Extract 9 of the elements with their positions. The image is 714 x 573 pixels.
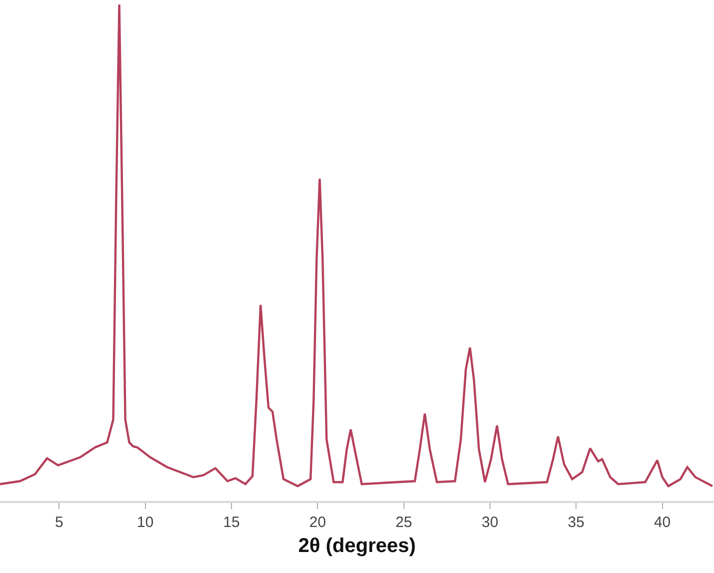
x-tick-label: 5 [54, 514, 64, 531]
x-axis-title: 2θ (degrees) [298, 535, 416, 557]
x-tick-label: 15 [223, 514, 240, 531]
x-tick-label: 20 [309, 514, 326, 531]
x-tick-label: 35 [568, 514, 584, 531]
x-tick-label: 40 [654, 514, 671, 531]
x-tick-label: 30 [482, 514, 498, 531]
x-tick-label: 25 [395, 514, 412, 531]
x-tick-label: 10 [136, 514, 154, 531]
